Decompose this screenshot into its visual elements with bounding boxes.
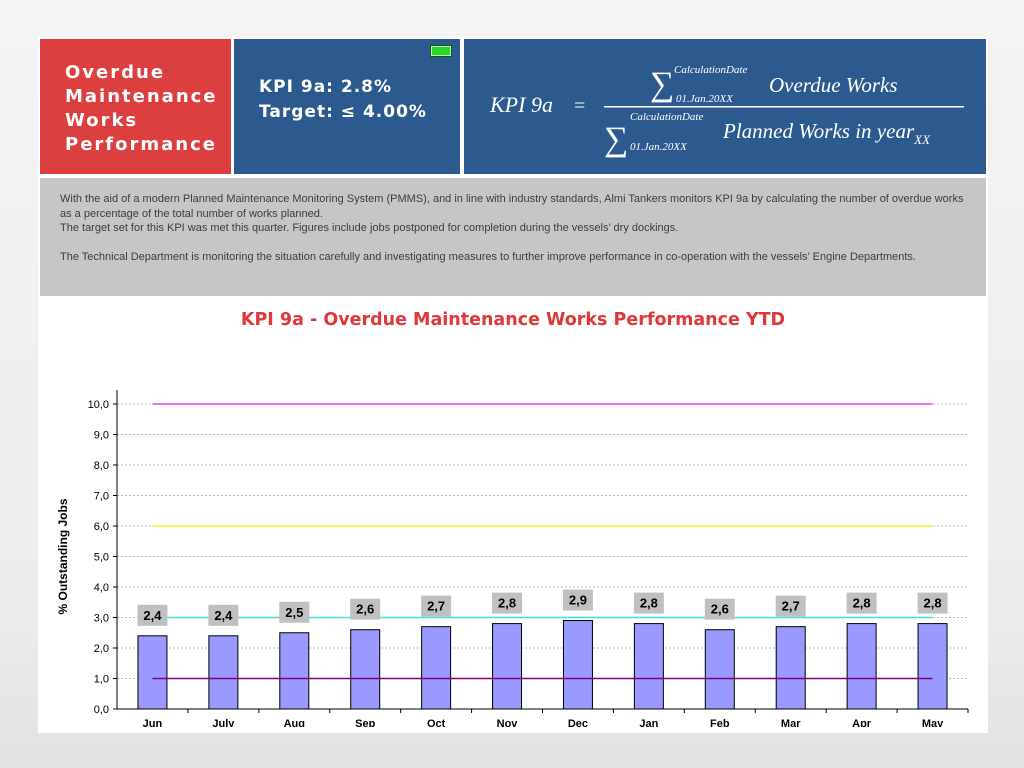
data-label: 2,7 [782, 599, 800, 614]
y-axis-title: % Outstanding Jobs [56, 498, 70, 614]
data-label: 2,7 [427, 599, 445, 614]
x-tick-label: Dec [568, 718, 588, 727]
x-tick-label: July [212, 718, 235, 727]
x-tick-label: Oct [427, 718, 446, 727]
data-label-box [279, 601, 310, 623]
data-label-box [492, 592, 523, 614]
sum-symbol-numerator: ∑ [650, 66, 674, 103]
y-tick-label: 9,0 [94, 430, 109, 442]
battery-icon [430, 45, 452, 57]
data-label: 2,8 [640, 596, 658, 611]
x-tick-label: Mar [781, 718, 801, 727]
bar [492, 623, 523, 710]
data-label-box [562, 589, 593, 611]
bar [633, 623, 664, 710]
page-title: Overdue Maintenance Works Performance [65, 62, 218, 155]
formula-lhs: KPI 9a [489, 92, 553, 117]
x-tick-label: Nov [497, 718, 519, 727]
denominator-lower-limit: 01.Jan.20XX [630, 141, 688, 153]
sum-symbol-denominator: ∑ [604, 121, 628, 158]
formula-panel: KPI 9a = ∑ CalculationDate 01.Jan.20XX O… [464, 39, 986, 174]
x-tick-label: Apr [852, 718, 872, 727]
bar [775, 626, 806, 710]
bar [846, 623, 877, 710]
bar [421, 626, 452, 710]
x-tick-label: Feb [710, 718, 730, 727]
data-label-box [421, 595, 452, 617]
kpi-target: Target: ≤ 4.00% [259, 102, 427, 122]
y-tick-label: 10,0 [88, 399, 109, 411]
x-tick-label: May [922, 718, 944, 727]
y-tick-label: 1,0 [94, 674, 109, 686]
description-paragraph: With the aid of a modern Planned Mainten… [60, 193, 964, 220]
x-tick-label: Sep [355, 718, 375, 727]
x-tick-label: Jan [639, 718, 658, 727]
data-label-box [208, 604, 239, 626]
data-label-box [846, 592, 877, 614]
data-label-box [775, 595, 806, 617]
description-paragraph: The Technical Department is monitoring t… [60, 250, 916, 263]
kpi-panel: KPI 9a: 2.8% Target: ≤ 4.00% [234, 39, 460, 174]
data-label: 2,4 [143, 608, 162, 623]
header-banner: Overdue Maintenance Works Performance KP… [38, 37, 988, 176]
y-tick-label: 5,0 [94, 552, 109, 564]
slide: Overdue Maintenance Works Performance KP… [38, 37, 988, 733]
bar-chart: 0,0 1,0 2,0 3,0 4,0 5,0 6,0 7,0 8,0 9,0 10,0 2,4 2,4… [56, 390, 969, 727]
fraction-bar [604, 106, 964, 108]
y-tick-label: 4,0 [94, 582, 109, 594]
data-label: 2,9 [569, 593, 587, 608]
x-tick-label: Aug [284, 718, 305, 727]
chart-title: KPI 9a - Overdue Maintenance Works Perfo… [240, 310, 786, 330]
bar [279, 632, 310, 710]
data-label: 2,6 [711, 602, 729, 617]
kpi-formula: KPI 9a = ∑ CalculationDate 01.Jan.20XX O… [489, 64, 964, 158]
data-label: 2,4 [214, 608, 233, 623]
numerator-upper-limit: CalculationDate [674, 64, 747, 76]
data-label: 2,5 [285, 605, 303, 620]
description-panel: With the aid of a modern Planned Mainten… [40, 178, 986, 296]
kpi-value: KPI 9a: 2.8% [259, 77, 393, 97]
data-label-box [137, 604, 168, 626]
bar [137, 635, 168, 710]
data-label-box [704, 598, 735, 620]
y-tick-label: 3,0 [94, 613, 109, 625]
bar [562, 620, 593, 710]
bar [917, 623, 948, 710]
y-tick-label: 7,0 [94, 491, 109, 503]
formula-denominator: Planned Works in yearXX [722, 119, 931, 147]
y-tick-label: 8,0 [94, 460, 109, 472]
bar [208, 635, 239, 710]
bar [350, 629, 381, 710]
numerator-lower-limit: 01.Jan.20XX [676, 93, 734, 105]
y-tick-label: 2,0 [94, 643, 109, 655]
data-label-box [350, 598, 381, 620]
data-label: 2,6 [356, 602, 374, 617]
description-text: With the aid of a modern Planned Mainten… [60, 192, 972, 264]
data-label: 2,8 [498, 596, 516, 611]
title-panel: Overdue Maintenance Works Performance [40, 39, 231, 174]
data-label: 2,8 [924, 596, 942, 611]
y-tick-label: 0,0 [94, 704, 109, 716]
y-tick-label: 6,0 [94, 521, 109, 533]
denominator-upper-limit: CalculationDate [630, 111, 703, 123]
bar [704, 629, 735, 710]
data-label-box [917, 592, 948, 614]
data-label: 2,8 [853, 596, 871, 611]
formula-numerator: Overdue Works [769, 73, 898, 97]
kpi-summary: KPI 9a: 2.8% Target: ≤ 4.00% [259, 75, 427, 125]
data-label-box [633, 592, 664, 614]
description-paragraph: The target set for this KPI was met this… [60, 222, 679, 234]
formula-equals: = [574, 95, 585, 117]
x-tick-label: Jun [143, 718, 163, 727]
